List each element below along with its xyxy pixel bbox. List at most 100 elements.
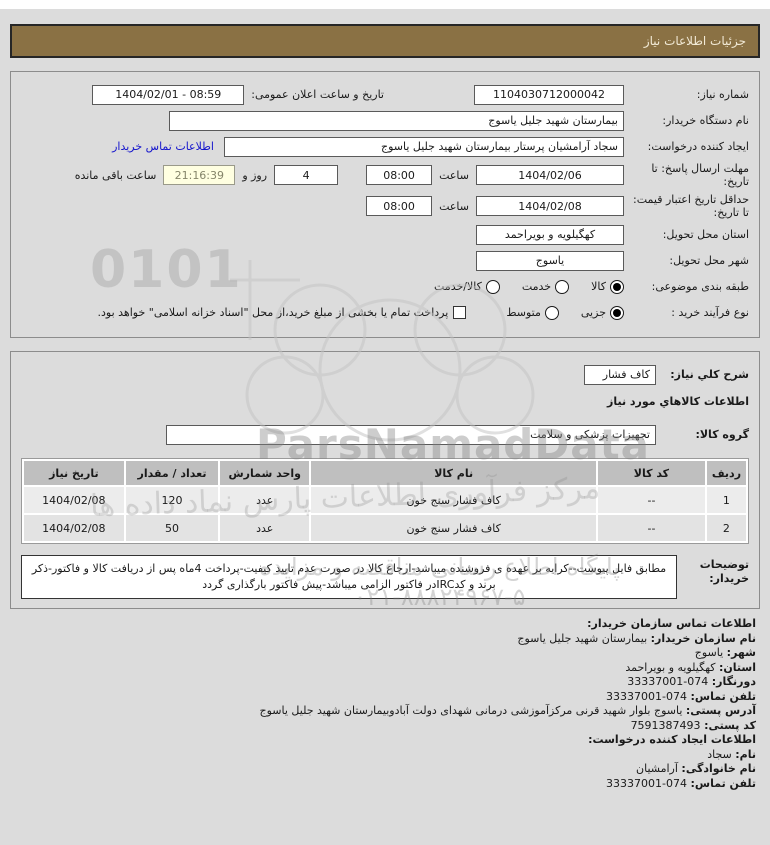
deadline-hour-input[interactable]: 08:00 — [366, 165, 433, 185]
need-number-label: شماره نیاز: — [696, 88, 749, 101]
buyer-notes-label: توضیحات خریدار: — [699, 558, 749, 585]
cell-quantity: 120 — [125, 487, 219, 513]
remaining-hours-label: ساعت باقی مانده — [74, 168, 157, 182]
row-need-number: شماره نیاز: 1104030712000042 تاریخ و ساع… — [21, 84, 749, 105]
contact-line: نام: سجاد — [14, 748, 756, 763]
contact-line: نام سازمان خریدار: بیمارستان شهید جلیل ی… — [14, 632, 756, 647]
contact-line-value: کهگیلویه و بویراحمد — [625, 660, 716, 674]
process-option-minor-label: جزیی — [580, 306, 606, 319]
contact-line-value: سجاد — [707, 747, 732, 761]
contact-line-value: بیمارستان شهید جلیل یاسوج — [517, 631, 648, 645]
need-description-input[interactable]: کاف فشار — [584, 364, 656, 385]
col-row-number: ردیف — [706, 461, 746, 485]
cell-row-number: 2 — [706, 515, 746, 541]
announce-datetime-input[interactable]: 08:59 - 1404/02/01 — [92, 84, 245, 105]
contact-line: آدرس پستی: یاسوج بلوار شهید قرنی مرکزآمو… — [14, 704, 756, 719]
row-request-creator: ایجاد کننده درخواست: سجاد آرامشیان پرستا… — [21, 136, 749, 157]
cell-quantity: 50 — [125, 515, 219, 541]
required-goods-heading: اطلاعات کالاهاي مورد نیاز — [607, 395, 749, 408]
radio-unchecked-icon[interactable] — [555, 279, 570, 294]
col-quantity: تعداد / مقدار — [125, 461, 219, 485]
contact-line-value: 074-33337001 — [606, 689, 688, 703]
price-validity-date-input[interactable]: 1404/02/08 — [476, 196, 624, 216]
delivery-city-input[interactable]: یاسوج — [476, 250, 624, 271]
contact-line-label: نام: — [735, 747, 756, 761]
radio-checked-icon[interactable] — [610, 279, 624, 294]
row-buyer-notes: توضیحات خریدار: مطابق فایل پیوست--کرایه … — [21, 555, 749, 599]
buyer-contact-link[interactable]: اطلاعات تماس خریدار — [112, 140, 214, 153]
top-strip — [0, 0, 770, 9]
goods-table-header-row: ردیف کد کالا نام کالا واحد شمارش تعداد /… — [24, 461, 746, 485]
classification-option-service[interactable]: خدمت — [521, 279, 570, 294]
cell-goods-name: کاف فشار سنج خون — [311, 515, 597, 541]
radio-unchecked-icon[interactable] — [544, 305, 559, 320]
process-option-minor[interactable]: جزیی — [580, 305, 624, 320]
buyer-notes-textarea[interactable]: مطابق فایل پیوست--کرایه بر عهده ی فروشند… — [21, 555, 677, 599]
col-need-date: تاریخ نیاز — [24, 461, 124, 485]
contact-info-section: اطلاعات تماس سازمان خریدار: نام سازمان خ… — [14, 617, 756, 791]
contact-line-label: نام سازمان خریدار: — [650, 631, 756, 645]
contact-line-label: تلفن تماس: — [690, 689, 756, 703]
announce-label: تاریخ و ساعت اعلان عمومی: — [251, 88, 384, 101]
col-count-unit: واحد شمارش — [220, 461, 310, 485]
goods-info-groupbox: شرح کلي نیاز: کاف فشار اطلاعات کالاهاي م… — [10, 351, 760, 609]
contact-line: دورنگار: 074-33337001 — [14, 675, 756, 690]
classification-option-goods[interactable]: کالا — [591, 279, 624, 294]
buyer-device-input[interactable]: بیمارستان شهید جلیل یاسوج — [169, 110, 624, 131]
row-delivery-province: استان محل تحویل: کهگیلویه و بویراحمد — [21, 224, 749, 245]
row-delivery-city: شهر محل تحویل: یاسوج — [21, 250, 749, 271]
price-validity-hour-input[interactable]: 08:00 — [366, 196, 433, 216]
creator-contact-heading: اطلاعات ایجاد کننده درخواست: — [588, 733, 756, 746]
need-number-input[interactable]: 1104030712000042 — [474, 84, 624, 105]
checkbox-unchecked-icon[interactable] — [453, 306, 467, 319]
contact-line-label: آدرس پستی: — [685, 704, 756, 717]
remaining-days-input[interactable]: 4 — [274, 165, 339, 185]
subject-classification-label: طبقه بندی موضوعی: — [651, 280, 749, 293]
table-row: 2 -- کاف فشار سنج خون عدد 50 1404/02/08 — [24, 515, 746, 541]
contact-line-label: شهر: — [726, 646, 756, 659]
cell-goods-name: کاف فشار سنج خون — [311, 487, 597, 513]
contact-line: تلفن تماس: 074-33337001 — [14, 690, 756, 705]
radio-checked-icon[interactable] — [610, 305, 624, 320]
cell-need-date: 1404/02/08 — [24, 487, 124, 513]
classification-option-service-label: خدمت — [521, 280, 552, 293]
treasury-docs-option[interactable]: پرداخت تمام یا بخشی از مبلغ خرید،از محل … — [98, 306, 467, 319]
contact-line: کد پستی: 7591387493 — [14, 719, 756, 734]
goods-group-input[interactable]: تجهیزات پزشکی و سلامت — [166, 424, 656, 445]
contact-line-value: یاسوج بلوار شهید قرنی مرکزآموزشی درمانی … — [259, 704, 683, 717]
col-goods-name: نام کالا — [311, 461, 597, 485]
classification-option-goods-service-label: کالا/خدمت — [434, 280, 482, 293]
row-need-description: شرح کلي نیاز: کاف فشار — [21, 364, 749, 385]
table-row: 1 -- کاف فشار سنج خون عدد 120 1404/02/08 — [24, 487, 746, 513]
contact-line: نام خانوادگی: آرامشیان — [14, 762, 756, 777]
contact-line-value: یاسوج — [694, 646, 724, 659]
request-creator-input[interactable]: سجاد آرامشیان پرستار بیمارستان شهید جلیل… — [224, 136, 624, 157]
radio-unchecked-icon[interactable] — [485, 279, 500, 294]
contact-line-label: استان: — [719, 660, 756, 674]
contact-line: تلفن تماس: 074-33337001 — [14, 777, 756, 792]
page-title-bar: جزئیات اطلاعات نیاز — [10, 24, 760, 58]
contact-line-value: 074-33337001 — [627, 675, 709, 688]
cell-need-date: 1404/02/08 — [24, 515, 124, 541]
deadline-hour-label: ساعت — [439, 168, 469, 182]
cell-goods-code: -- — [598, 487, 705, 513]
delivery-province-input[interactable]: کهگیلویه و بویراحمد — [476, 224, 624, 245]
buyer-device-label: نام دستگاه خریدار: — [662, 114, 749, 127]
row-goods-group: گروه کالا: تجهیزات پزشکی و سلامت — [21, 424, 749, 445]
deadline-date-input[interactable]: 1404/02/06 — [476, 165, 624, 185]
need-description-label: شرح کلي نیاز: — [670, 368, 749, 381]
delivery-province-label: استان محل تحویل: — [662, 228, 749, 241]
process-option-medium[interactable]: متوسط — [506, 305, 559, 320]
classification-option-goods-service[interactable]: کالا/خدمت — [434, 279, 500, 294]
contact-line-label: تلفن تماس: — [690, 776, 756, 790]
delivery-city-label: شهر محل تحویل: — [669, 254, 749, 267]
contact-line: شهر: یاسوج — [14, 646, 756, 661]
row-response-deadline: مهلت ارسال پاسخ: تا تاریخ: 1404/02/06 سا… — [21, 162, 749, 188]
need-info-groupbox: شماره نیاز: 1104030712000042 تاریخ و ساع… — [10, 71, 760, 338]
page-title: جزئیات اطلاعات نیاز — [643, 34, 746, 48]
col-goods-code: کد کالا — [598, 461, 705, 485]
contact-line-value: 074-33337001 — [606, 776, 688, 790]
contact-line: استان: کهگیلویه و بویراحمد — [14, 661, 756, 676]
remaining-days-label: روز و — [242, 168, 268, 182]
